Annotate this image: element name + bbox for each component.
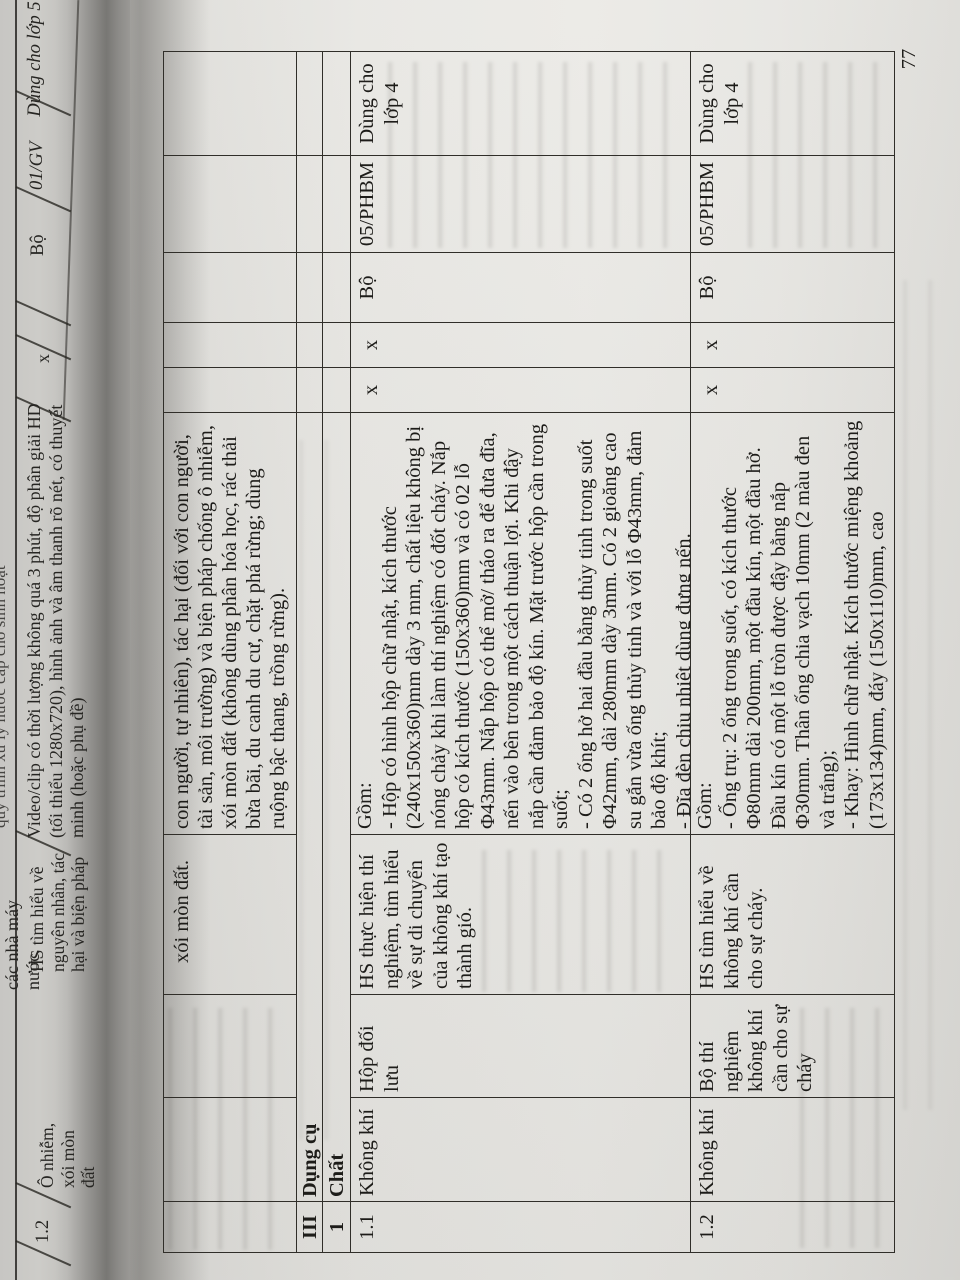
prev-page-strip: Dùng cho lớp 5 01/GV Bộ x Video/clip có …: [0, 0, 130, 1280]
cell-unit: Bộ: [351, 252, 691, 322]
cell-stt: 1.2: [691, 1201, 894, 1252]
cell-unit: Bộ: [691, 252, 894, 322]
section-title: Chất: [323, 412, 351, 1201]
cell-unit: [323, 252, 351, 322]
cell-unit: [297, 252, 323, 322]
cell-x-gv: [164, 367, 297, 412]
cell-device: Bộ thí nghiệm không khí cần cho sự cháy: [691, 994, 894, 1097]
cell-x-gv: [297, 367, 323, 412]
cell-description: Gồm: - Hộp có hình hộp chữ nhật, kích th…: [351, 412, 691, 834]
cell-x-gv: [323, 367, 351, 412]
cell-device: Hộp đối lưu: [351, 994, 691, 1097]
cell-description: con người, tự nhiên), tác hại (đối với c…: [164, 412, 297, 834]
section-stt: 1: [323, 1201, 351, 1252]
cell-x-hs: [164, 322, 297, 367]
cell-quantity: [323, 155, 351, 252]
cell-x-gv: x: [351, 367, 691, 412]
section-title: Dụng cụ: [297, 412, 323, 1201]
cell-topic: Không khí: [691, 1097, 894, 1201]
cell-note: Dùng cho lớp 4: [351, 52, 691, 155]
cell-topic: Không khí: [351, 1097, 691, 1201]
cell-purpose: HS tìm hiểu về không khí cần cho sự cháy…: [691, 834, 894, 994]
cell-x-hs: x: [351, 322, 691, 367]
cell-note: Dùng cho lớp 4: [696, 63, 743, 144]
cell-purpose: xói mòn đất.: [164, 834, 297, 994]
cell-x-hs: x: [691, 322, 894, 367]
page-number: 77: [898, 48, 920, 70]
cell-device: [164, 994, 297, 1097]
cell-note: [297, 52, 323, 155]
cell-description: Gồm: - Ống trụ: 2 ống trong suốt, có kíc…: [691, 412, 894, 834]
cell-x-hs: [323, 322, 351, 367]
cell-x-hs: [297, 322, 323, 367]
section-stt: III: [297, 1201, 323, 1252]
cell-x-gv: x: [691, 367, 894, 412]
cell-quantity: 05/PHBM: [351, 155, 691, 252]
cell-topic: [164, 1097, 297, 1201]
cell-quantity: 05/PHBM: [691, 155, 894, 252]
cell-quantity: [164, 155, 297, 252]
cell-unit: [164, 252, 297, 322]
prev-table-border-line: [15, 0, 17, 1280]
equipment-table: xói mòn đất. con người, tự nhiên), tác h…: [163, 51, 895, 1253]
cell-purpose: HS thực hiện thí nghiệm, tìm hiểu về sự …: [351, 834, 691, 994]
cell-stt: 1.1: [351, 1201, 691, 1252]
main-page-paper: [128, 0, 960, 1280]
cell-note: [164, 52, 297, 155]
cell-note: [323, 52, 351, 155]
cell-quantity: [297, 155, 323, 252]
cell-stt: [164, 1201, 297, 1252]
